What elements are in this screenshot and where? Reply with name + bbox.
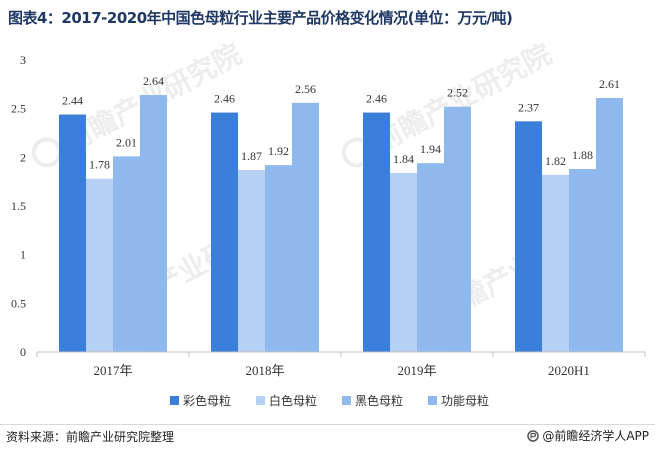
legend-label: 彩色母粒 <box>183 393 231 408</box>
bar <box>86 178 113 352</box>
data-label: 1.94 <box>420 142 441 156</box>
brand-text: @前瞻经济学人APP <box>542 429 649 443</box>
data-label: 2.46 <box>214 92 235 106</box>
bar <box>59 114 86 352</box>
y-tick-label: 2.5 <box>11 102 26 116</box>
chart-title: 图表4：2017-2020年中国色母粒行业主要产品价格变化情况(单位：万元/吨) <box>8 9 513 27</box>
y-tick-label: 0.5 <box>11 296 26 310</box>
bar <box>515 121 542 352</box>
bar <box>238 169 265 352</box>
bar <box>292 102 319 353</box>
brand-logo-icon <box>527 429 540 442</box>
data-label: 2.37 <box>518 100 539 114</box>
x-tick-label: 2018年 <box>245 363 284 378</box>
data-label: 1.87 <box>241 149 262 163</box>
data-label: 1.82 <box>545 154 566 168</box>
data-label: 2.56 <box>295 82 316 96</box>
source-note: 资料来源：前瞻产业研究院整理 <box>6 430 175 444</box>
legend-swatch <box>256 396 265 405</box>
x-axis: 2017年 2018年 2019年 2020H1 <box>36 351 646 378</box>
bar <box>390 172 417 352</box>
bar <box>140 95 167 352</box>
y-tick-label: 0 <box>20 345 26 359</box>
bar <box>444 106 471 352</box>
data-label: 1.84 <box>393 152 414 166</box>
data-label: 1.78 <box>89 158 110 172</box>
data-label: 1.92 <box>268 144 289 158</box>
bar <box>363 112 390 352</box>
bar <box>569 169 596 352</box>
x-tick-label: 2020H1 <box>548 363 590 378</box>
legend-swatch <box>170 396 179 405</box>
bar <box>542 174 569 352</box>
data-label: 2.44 <box>62 94 83 108</box>
legend-label: 黑色母粒 <box>355 393 403 408</box>
legend-label: 功能母粒 <box>441 393 489 408</box>
y-axis: 0 0.5 1 1.5 2 2.5 3 <box>11 53 26 359</box>
brand-credit: @前瞻经济学人APP <box>527 427 649 444</box>
bar <box>265 165 292 352</box>
y-tick-label: 1.5 <box>11 199 26 213</box>
x-tick-label: 2017年 <box>93 363 132 378</box>
x-tick-label: 2019年 <box>397 363 436 378</box>
data-label: 2.01 <box>116 135 137 149</box>
bars <box>59 95 623 353</box>
data-label: 2.61 <box>599 77 620 91</box>
bar <box>113 156 140 352</box>
y-tick-label: 1 <box>20 248 26 262</box>
y-tick-label: 2 <box>20 150 26 164</box>
bar <box>211 112 238 352</box>
legend-swatch <box>428 396 437 405</box>
legend-label: 白色母粒 <box>269 393 317 408</box>
y-tick-label: 3 <box>20 53 26 67</box>
data-labels: 2.44 1.78 2.01 2.64 2.46 1.87 1.92 2.56 2.46 1.84… <box>62 74 620 172</box>
footer-divider <box>0 424 655 425</box>
data-label: 1.88 <box>572 148 593 162</box>
legend-swatch <box>342 396 351 405</box>
bar <box>596 97 623 353</box>
data-label: 2.46 <box>366 92 387 106</box>
data-label: 2.64 <box>143 74 164 88</box>
legend: 彩色母粒 白色母粒 黑色母粒 功能母粒 <box>170 393 489 408</box>
bar <box>417 163 444 352</box>
data-label: 2.52 <box>447 86 468 100</box>
